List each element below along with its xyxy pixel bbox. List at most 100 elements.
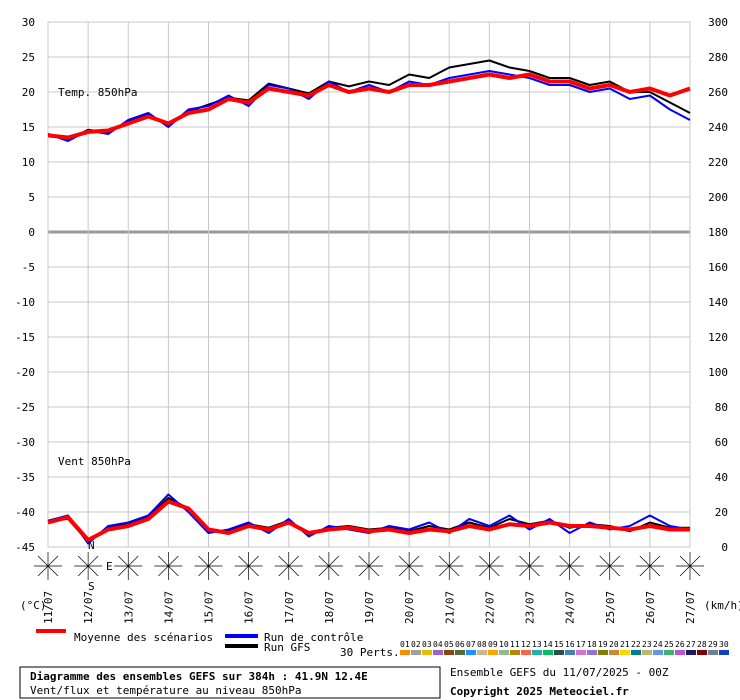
x-tick-label: 19/07 xyxy=(363,591,376,624)
perturbation-swatch xyxy=(499,650,509,655)
perturbation-label: 10 xyxy=(499,640,509,649)
perturbation-label: 30 xyxy=(719,640,729,649)
perturbation-swatch xyxy=(422,650,432,655)
perturbation-label: 03 xyxy=(422,640,432,649)
y2-tick-label: 300 xyxy=(708,16,728,29)
wind-marker xyxy=(559,555,580,577)
wind-marker xyxy=(118,555,139,577)
perturbation-label: 28 xyxy=(697,640,707,649)
legend-label: Run GFS xyxy=(264,641,310,654)
series-line xyxy=(47,499,690,542)
y2-tick-label: 180 xyxy=(708,226,728,239)
perturbation-label: 09 xyxy=(488,640,498,649)
perturbation-swatch xyxy=(488,650,498,655)
y2-tick-label: 40 xyxy=(715,471,728,484)
y2-tick-label: 160 xyxy=(708,261,728,274)
wind-marker xyxy=(398,555,420,577)
perturbation-label: 08 xyxy=(477,640,487,649)
y2-tick-label: 20 xyxy=(715,506,728,519)
wind-marker xyxy=(439,555,460,577)
perturbation-label: 22 xyxy=(631,640,641,649)
perturbation-swatch xyxy=(697,650,707,655)
y-tick-label: 20 xyxy=(22,86,35,99)
perturbation-swatch xyxy=(455,650,465,655)
perturbation-swatch xyxy=(686,650,696,655)
y-tick-label: -35 xyxy=(15,471,35,484)
perturbation-swatch xyxy=(675,650,685,655)
perturbation-swatch xyxy=(532,650,542,655)
wind-marker xyxy=(198,555,219,577)
y-tick-label: -5 xyxy=(22,261,35,274)
wind-marker xyxy=(358,555,380,577)
y-tick-label: -15 xyxy=(15,331,35,344)
x-tick-label: 12/07 xyxy=(82,591,95,624)
y2-tick-label: 240 xyxy=(708,121,728,134)
y-tick-label: -45 xyxy=(15,541,35,554)
perturbation-label: 07 xyxy=(466,640,476,649)
perturbation-label: 20 xyxy=(609,640,619,649)
x-tick-label: 15/07 xyxy=(203,591,216,624)
wind-marker xyxy=(37,555,59,577)
y2-tick-label: 200 xyxy=(708,191,728,204)
annotation: Temp. 850hPa xyxy=(58,86,137,99)
footer-copyright: Copyright 2025 Meteociel.fr xyxy=(450,685,629,698)
wind-marker xyxy=(158,555,179,577)
y2-tick-label: 100 xyxy=(708,366,728,379)
perturbation-label: 17 xyxy=(576,640,586,649)
perturbation-label: 11 xyxy=(510,640,520,649)
perturbation-label: 15 xyxy=(554,640,564,649)
x-tick-label: 21/07 xyxy=(443,591,456,624)
wind-marker xyxy=(278,555,299,577)
y2-tick-label: 280 xyxy=(708,51,728,64)
x-tick-label: 26/07 xyxy=(644,591,657,624)
perturbation-label: 23 xyxy=(642,640,652,649)
perturbation-label: 16 xyxy=(565,640,575,649)
y-tick-label: 30 xyxy=(22,16,35,29)
y2-unit: (km/h) xyxy=(704,599,740,612)
perturbation-label: 21 xyxy=(620,640,630,649)
series-line xyxy=(47,72,691,140)
wind-marker xyxy=(639,555,661,577)
perturbation-swatch xyxy=(510,650,520,655)
x-tick-label: 11/07 xyxy=(42,591,55,624)
y-tick-label: 25 xyxy=(22,51,35,64)
y2-tick-label: 120 xyxy=(708,331,728,344)
compass-label: E xyxy=(106,560,113,573)
perturbations-label: 30 Perts. xyxy=(340,646,400,659)
y2-tick-label: 80 xyxy=(715,401,728,414)
perturbation-label: 05 xyxy=(444,640,454,649)
y-tick-label: 15 xyxy=(22,121,35,134)
x-tick-label: 17/07 xyxy=(283,591,296,624)
x-tick-label: 13/07 xyxy=(122,591,135,624)
wind-marker xyxy=(599,555,620,577)
compass-label: S xyxy=(88,580,95,593)
perturbation-label: 01 xyxy=(400,640,410,649)
y-tick-label: -20 xyxy=(15,366,35,379)
y-tick-label: 0 xyxy=(28,226,35,239)
x-tick-label: 27/07 xyxy=(684,591,697,624)
y2-tick-label: 60 xyxy=(715,436,728,449)
perturbation-label: 27 xyxy=(686,640,696,649)
y-tick-label: -10 xyxy=(15,296,35,309)
y-tick-label: -40 xyxy=(15,506,35,519)
footer-title: Diagramme des ensembles GEFS sur 384h : … xyxy=(30,670,368,683)
legend-label: Run de contrôle xyxy=(264,631,363,644)
perturbation-swatch xyxy=(719,650,729,655)
perturbation-label: 18 xyxy=(587,640,597,649)
y2-tick-label: 0 xyxy=(721,541,728,554)
x-tick-label: 25/07 xyxy=(604,591,617,624)
x-tick-label: 14/07 xyxy=(162,591,175,624)
perturbation-label: 02 xyxy=(411,640,421,649)
x-tick-label: 16/07 xyxy=(243,591,256,624)
perturbation-swatch xyxy=(444,650,454,655)
wind-marker xyxy=(519,555,540,577)
perturbation-label: 26 xyxy=(675,640,685,649)
perturbation-swatch xyxy=(598,650,608,655)
y2-tick-label: 220 xyxy=(708,156,728,169)
perturbation-swatch xyxy=(543,650,553,655)
footer-subtitle: Vent/flux et température au niveau 850hP… xyxy=(30,684,302,697)
y-tick-label: -25 xyxy=(15,401,35,414)
perturbation-label: 06 xyxy=(455,640,465,649)
perturbation-swatch xyxy=(554,650,564,655)
